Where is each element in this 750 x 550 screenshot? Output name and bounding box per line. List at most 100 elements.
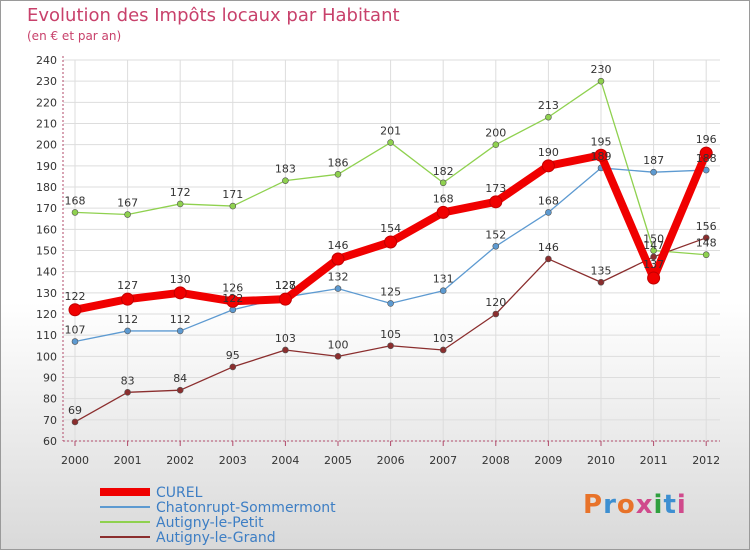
data-label-curel: 127 bbox=[117, 279, 138, 292]
data-label-curel: 154 bbox=[380, 222, 401, 235]
data-label-chatonrupt-sommermont: 168 bbox=[538, 194, 559, 207]
point-chatonrupt-sommermont bbox=[334, 285, 342, 292]
point-autigny-le-grand bbox=[71, 418, 79, 426]
data-label-autigny-le-grand: 135 bbox=[591, 264, 612, 277]
logo-letter: o bbox=[616, 490, 636, 520]
data-label-curel: 127 bbox=[275, 279, 296, 292]
x-tick-label: 2004 bbox=[271, 454, 299, 467]
data-label-autigny-le-grand: 105 bbox=[380, 328, 401, 341]
point-curel bbox=[68, 303, 82, 317]
logo-letter: r bbox=[603, 490, 617, 520]
x-tick-label: 2000 bbox=[61, 454, 89, 467]
point-autigny-le-grand bbox=[545, 255, 552, 263]
data-label-autigny-le-grand: 83 bbox=[121, 374, 135, 387]
y-tick-label: 80 bbox=[43, 393, 57, 406]
data-label-chatonrupt-sommermont: 131 bbox=[433, 273, 454, 286]
point-chatonrupt-sommermont bbox=[387, 300, 394, 307]
y-tick-label: 70 bbox=[43, 414, 57, 427]
data-label-autigny-le-grand: 103 bbox=[433, 332, 454, 345]
data-label-curel: 122 bbox=[65, 290, 86, 303]
data-label-curel: 195 bbox=[591, 135, 612, 148]
legend-label: Chatonrupt-Sommermont bbox=[156, 500, 336, 516]
data-label-autigny-le-grand: 69 bbox=[68, 404, 82, 417]
point-chatonrupt-sommermont bbox=[124, 327, 131, 335]
point-autigny-le-petit bbox=[702, 251, 710, 259]
data-label-autigny-le-petit: 167 bbox=[117, 197, 138, 210]
data-label-autigny-le-petit: 148 bbox=[696, 237, 717, 250]
data-label-autigny-le-petit: 183 bbox=[275, 163, 296, 176]
point-autigny-le-petit bbox=[334, 171, 342, 178]
y-tick-label: 140 bbox=[36, 266, 57, 279]
point-autigny-le-petit bbox=[229, 202, 237, 210]
point-curel bbox=[121, 292, 135, 306]
logo-letter: x bbox=[635, 490, 654, 520]
data-label-autigny-le-petit: 182 bbox=[433, 165, 454, 178]
data-label-chatonrupt-sommermont: 189 bbox=[591, 150, 612, 163]
data-label-autigny-le-petit: 171 bbox=[222, 188, 243, 201]
point-autigny-le-petit bbox=[597, 77, 605, 85]
y-tick-label: 220 bbox=[36, 96, 57, 109]
point-chatonrupt-sommermont bbox=[545, 209, 552, 216]
data-label-autigny-le-petit: 186 bbox=[328, 156, 349, 169]
data-label-curel: 168 bbox=[433, 192, 454, 205]
y-tick-label: 170 bbox=[36, 202, 57, 215]
point-autigny-le-petit bbox=[650, 247, 657, 254]
point-autigny-le-petit bbox=[545, 113, 552, 121]
x-tick-label: 2008 bbox=[482, 454, 510, 467]
legend: CURELChatonrupt-SommermontAutigny-le-Pet… bbox=[100, 485, 336, 546]
series-layer bbox=[68, 77, 713, 426]
y-tick-label: 100 bbox=[36, 350, 57, 363]
data-label-autigny-le-petit: 230 bbox=[591, 63, 612, 76]
point-autigny-le-petit bbox=[282, 177, 289, 184]
y-tick-label: 90 bbox=[43, 372, 57, 385]
data-label-autigny-le-grand: 95 bbox=[226, 349, 240, 362]
point-curel bbox=[173, 286, 187, 300]
point-autigny-le-petit bbox=[124, 211, 131, 218]
chart-title: Evolution des Impôts locaux par Habitant bbox=[27, 5, 400, 26]
logo-letter: P bbox=[583, 490, 604, 520]
data-label-chatonrupt-sommermont: 112 bbox=[117, 313, 138, 326]
grid-lines bbox=[63, 59, 720, 442]
data-label-chatonrupt-sommermont: 132 bbox=[328, 271, 349, 284]
point-autigny-le-grand bbox=[650, 253, 657, 261]
x-tick-label: 2005 bbox=[324, 454, 352, 467]
data-label-curel: 173 bbox=[485, 182, 506, 195]
x-tick-label: 2012 bbox=[692, 454, 720, 467]
x-tick-label: 2003 bbox=[219, 454, 247, 467]
data-label-autigny-le-petit: 172 bbox=[170, 186, 191, 199]
data-label-autigny-le-grand: 156 bbox=[696, 220, 717, 233]
x-tick-label: 2007 bbox=[429, 454, 457, 467]
y-tick-label: 60 bbox=[43, 435, 57, 448]
x-tick-label: 2001 bbox=[114, 454, 142, 467]
point-autigny-le-grand bbox=[229, 363, 237, 371]
data-label-chatonrupt-sommermont: 125 bbox=[380, 285, 401, 298]
data-label-curel: 196 bbox=[696, 133, 717, 146]
data-label-chatonrupt-sommermont: 122 bbox=[222, 292, 243, 305]
point-autigny-le-petit bbox=[176, 200, 184, 208]
point-curel bbox=[594, 148, 608, 162]
y-tick-label: 180 bbox=[36, 181, 57, 194]
x-tick-label: 2009 bbox=[534, 454, 562, 467]
data-label-autigny-le-petit: 201 bbox=[380, 125, 401, 138]
point-autigny-le-grand bbox=[439, 346, 447, 354]
y-tick-label: 230 bbox=[36, 75, 57, 88]
point-chatonrupt-sommermont bbox=[492, 242, 500, 250]
data-label-autigny-le-grand: 84 bbox=[173, 372, 187, 385]
point-curel bbox=[436, 205, 450, 219]
data-label-curel: 146 bbox=[328, 239, 349, 252]
data-label-autigny-le-petit: 168 bbox=[65, 194, 86, 207]
x-tick-label: 2002 bbox=[166, 454, 194, 467]
point-curel bbox=[384, 235, 398, 249]
data-label-autigny-le-petit: 150 bbox=[643, 233, 664, 246]
point-autigny-le-grand bbox=[334, 353, 342, 360]
y-tick-label: 200 bbox=[36, 139, 57, 152]
data-label-chatonrupt-sommermont: 152 bbox=[485, 228, 506, 241]
point-autigny-le-petit bbox=[387, 139, 394, 146]
logo-letter: t bbox=[663, 490, 677, 520]
point-curel bbox=[541, 159, 555, 173]
point-chatonrupt-sommermont bbox=[176, 327, 184, 335]
x-tick-label: 2010 bbox=[587, 454, 615, 467]
point-curel bbox=[331, 252, 345, 266]
point-autigny-le-petit bbox=[492, 141, 500, 148]
